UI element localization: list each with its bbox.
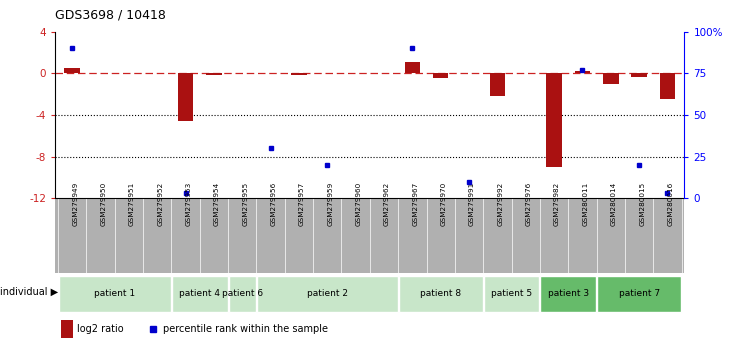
Text: patient 4: patient 4 [180, 289, 220, 298]
Text: GSM279953: GSM279953 [185, 182, 191, 226]
Bar [433, 74, 448, 78]
Bar [291, 74, 307, 75]
Text: GSM279952: GSM279952 [158, 182, 163, 226]
Text: GSM279951: GSM279951 [129, 182, 135, 226]
Text: GSM279976: GSM279976 [526, 182, 531, 226]
Text: patient 6: patient 6 [222, 289, 263, 298]
Text: GSM279959: GSM279959 [328, 182, 333, 226]
Text: GSM279970: GSM279970 [441, 182, 447, 226]
Bar [489, 74, 505, 96]
Bar [229, 276, 256, 312]
Bar [178, 74, 194, 121]
Text: GSM279954: GSM279954 [214, 182, 220, 226]
Text: GSM279967: GSM279967 [412, 182, 418, 226]
Bar [62, 320, 73, 338]
Text: GSM280015: GSM280015 [639, 182, 645, 226]
Bar [257, 276, 397, 312]
Text: GSM279950: GSM279950 [101, 182, 107, 226]
Bar [172, 276, 227, 312]
Text: patient 3: patient 3 [548, 289, 589, 298]
Text: GSM279957: GSM279957 [299, 182, 305, 226]
Text: GSM279949: GSM279949 [72, 182, 78, 226]
Bar [575, 72, 590, 74]
Bar [540, 276, 596, 312]
Text: GSM280011: GSM280011 [582, 182, 589, 226]
Text: patient 8: patient 8 [420, 289, 461, 298]
Text: individual ▶: individual ▶ [0, 287, 58, 297]
Text: GSM280014: GSM280014 [611, 182, 617, 226]
Text: patient 2: patient 2 [307, 289, 348, 298]
Text: GSM280016: GSM280016 [668, 182, 673, 226]
Bar [399, 276, 483, 312]
Bar [484, 276, 539, 312]
Bar [65, 68, 80, 74]
Text: GSM279982: GSM279982 [554, 182, 560, 226]
Bar [405, 62, 420, 74]
Bar [631, 74, 647, 76]
Text: GSM279955: GSM279955 [242, 182, 248, 226]
Text: GSM279960: GSM279960 [355, 182, 361, 226]
Bar [546, 74, 562, 167]
Bar [59, 276, 171, 312]
Text: patient 1: patient 1 [94, 289, 135, 298]
Bar [659, 74, 675, 99]
Text: log2 ratio: log2 ratio [77, 324, 123, 334]
Text: patient 5: patient 5 [491, 289, 532, 298]
Text: patient 7: patient 7 [618, 289, 659, 298]
Text: GDS3698 / 10418: GDS3698 / 10418 [55, 9, 166, 22]
Text: percentile rank within the sample: percentile rank within the sample [163, 324, 328, 334]
Text: GSM279962: GSM279962 [384, 182, 390, 226]
Bar [206, 74, 222, 75]
Bar [603, 74, 618, 84]
Text: GSM279956: GSM279956 [271, 182, 277, 226]
Bar [597, 276, 681, 312]
Text: GSM279992: GSM279992 [498, 182, 503, 226]
Text: GSM279991: GSM279991 [469, 182, 475, 226]
